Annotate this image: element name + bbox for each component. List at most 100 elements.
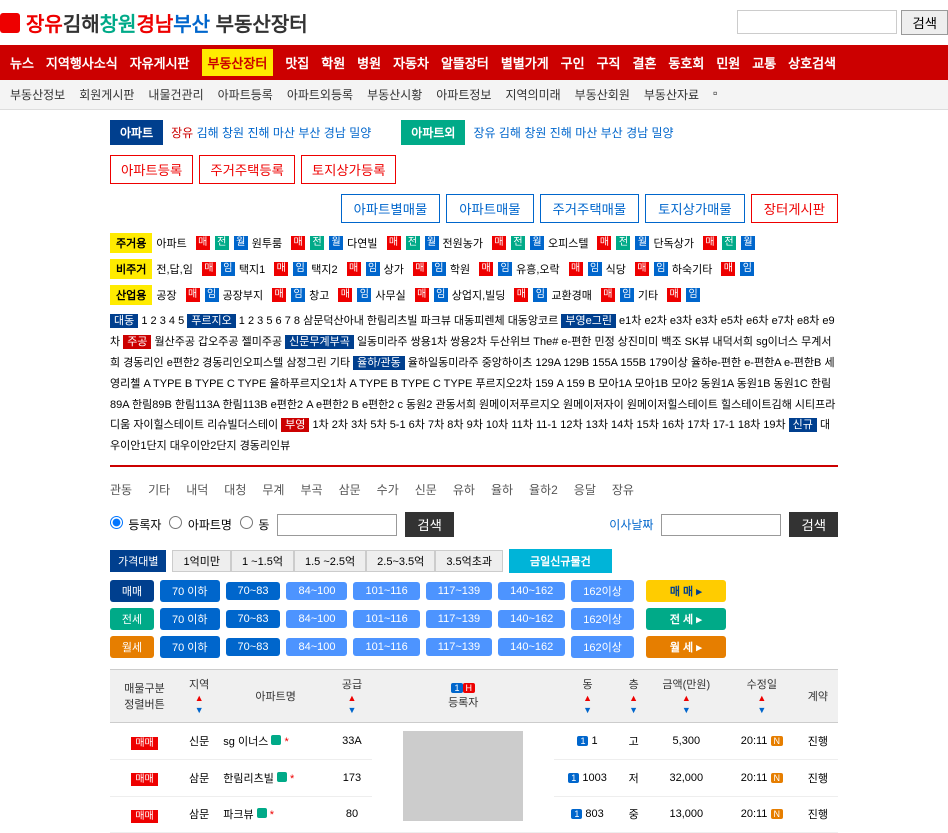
local-tab[interactable]: 대청 xyxy=(224,481,246,498)
size-end-button[interactable]: 월 세 ▸ xyxy=(646,636,726,658)
sort-up-icon[interactable]: ▲ xyxy=(583,693,592,703)
apt-link[interactable]: 쌍용1차 xyxy=(411,336,447,348)
apt-link[interactable]: 6차 xyxy=(409,419,425,431)
local-tab[interactable]: 응달 xyxy=(574,481,596,498)
nav-item[interactable]: 상호검색 xyxy=(788,53,836,72)
apt-link[interactable]: 2차 xyxy=(332,419,348,431)
size-button[interactable]: 84~100 xyxy=(286,582,347,600)
category-item[interactable]: 유흥,오락 xyxy=(516,261,560,277)
apt-link[interactable]: 4 xyxy=(169,315,175,327)
apt-link[interactable]: 두산위브 xyxy=(490,336,530,348)
apt-tag[interactable]: 부영 xyxy=(281,418,309,432)
sort-down-icon[interactable]: ▼ xyxy=(757,705,766,715)
radio-apt[interactable]: 아파트명 xyxy=(169,516,232,533)
local-tab[interactable]: 신문 xyxy=(415,481,437,498)
subnav-item[interactable]: 부동산정보 xyxy=(10,86,65,103)
subnav-item[interactable]: 부동산자료 xyxy=(644,86,699,103)
apt-link[interactable]: 모아1B xyxy=(634,378,668,390)
apt-link[interactable]: 관동서희 xyxy=(435,399,475,411)
apt-link[interactable]: sg이너스 xyxy=(756,336,798,348)
tab-link[interactable]: 부산 xyxy=(601,126,623,140)
sort-down-icon[interactable]: ▼ xyxy=(629,705,638,715)
nav-item[interactable]: 교통 xyxy=(752,53,776,72)
date-search-button[interactable]: 검색 xyxy=(789,512,838,537)
nav-item[interactable]: 알뜰장터 xyxy=(441,53,489,72)
apt-link[interactable]: 3차 xyxy=(351,419,367,431)
action-button[interactable]: 아파트매물 xyxy=(446,194,533,223)
apt-link[interactable]: 일동미라주 xyxy=(357,336,408,348)
reg-button[interactable]: 주거주택등록 xyxy=(199,155,295,184)
apt-link[interactable]: 삼정그린 xyxy=(286,357,326,369)
apt-link[interactable]: 한림리츠빌 xyxy=(367,315,418,327)
subnav-item[interactable]: 아파트외등록 xyxy=(287,86,353,103)
size-button[interactable]: 117~139 xyxy=(426,638,492,656)
apt-link[interactable]: 7차 xyxy=(428,419,444,431)
action-button[interactable]: 주거주택매물 xyxy=(540,194,640,223)
reg-button[interactable]: 토지상가등록 xyxy=(301,155,397,184)
apt-link[interactable]: 월산주공 xyxy=(155,336,195,348)
size-button[interactable]: 140~162 xyxy=(498,638,565,656)
tab-apt-label[interactable]: 아파트 xyxy=(110,120,163,145)
apt-link[interactable]: 힐스테이트김해 xyxy=(721,399,792,411)
apt-link[interactable]: 5 xyxy=(178,315,184,327)
local-tab[interactable]: 율하 xyxy=(491,481,513,498)
apt-link[interactable]: 16차 xyxy=(662,419,684,431)
apt-link[interactable]: e편한2 A xyxy=(271,399,313,411)
apt-link[interactable]: 기타 xyxy=(330,357,350,369)
apt-link[interactable]: 경동리인뷰 xyxy=(240,440,291,452)
apt-link[interactable]: e-편한 xyxy=(561,336,591,348)
apt-link[interactable]: 11-1 xyxy=(536,419,557,431)
category-item[interactable]: 아파트 xyxy=(156,235,186,251)
apt-link[interactable]: 대우이안2단지 xyxy=(170,440,237,452)
apt-link[interactable]: 159 B xyxy=(566,378,595,390)
tab-link[interactable]: 경남 xyxy=(324,126,346,140)
size-button[interactable]: 117~139 xyxy=(426,582,492,600)
apt-link[interactable]: 12차 xyxy=(560,419,582,431)
apt-tag[interactable]: 부영e그린 xyxy=(561,314,616,328)
apt-link[interactable]: 2 xyxy=(248,315,254,327)
sort-up-icon[interactable]: ▲ xyxy=(629,693,638,703)
local-tab[interactable]: 무계 xyxy=(262,481,284,498)
price-button[interactable]: 1 ~1.5억 xyxy=(231,550,294,572)
category-item[interactable]: 사무실 xyxy=(375,287,405,303)
local-tab[interactable]: 내덕 xyxy=(186,481,208,498)
apt-link[interactable]: 7 xyxy=(285,315,291,327)
apt-link[interactable]: 리슈빌더스테이 xyxy=(207,419,278,431)
apt-link[interactable]: 129A xyxy=(535,357,560,369)
subnav-item[interactable]: 아파트정보 xyxy=(436,86,491,103)
apt-link[interactable]: 동원1B xyxy=(737,378,771,390)
apt-link[interactable]: 5-1 xyxy=(390,419,406,431)
tab-link[interactable]: 밀양 xyxy=(652,126,674,140)
category-item[interactable]: 하숙기타 xyxy=(672,261,712,277)
search-button[interactable]: 검색 xyxy=(901,10,948,35)
local-tab[interactable]: 관동 xyxy=(110,481,132,498)
subnav-item[interactable]: 부동산회원 xyxy=(575,86,630,103)
local-tab[interactable]: 율하2 xyxy=(529,481,558,498)
apt-link[interactable]: 대동앙코르 xyxy=(508,315,559,327)
apt-link[interactable]: 155B xyxy=(620,357,646,369)
nav-item[interactable]: 민원 xyxy=(716,53,740,72)
subnav-item[interactable]: 회원게시판 xyxy=(79,86,134,103)
nav-item[interactable]: 지역행사소식 xyxy=(46,53,118,72)
apt-link[interactable]: e편한2 B xyxy=(316,399,359,411)
category-item[interactable]: 창고 xyxy=(309,287,329,303)
radio-reg[interactable]: 등록자 xyxy=(110,516,161,533)
nav-item[interactable]: 자동차 xyxy=(393,53,429,72)
category-item[interactable]: 단독상가 xyxy=(653,235,693,251)
nav-item[interactable]: 구인 xyxy=(561,53,585,72)
apt-link[interactable]: 17-1 xyxy=(713,419,735,431)
size-button[interactable]: 140~162 xyxy=(498,610,565,628)
local-tab[interactable]: 유하 xyxy=(453,481,475,498)
apt-link[interactable]: 동원1C xyxy=(774,378,808,390)
subnav-item[interactable]: 아파트등록 xyxy=(218,86,273,103)
apt-link[interactable]: 동원2 xyxy=(406,399,432,411)
apt-link[interactable]: 경동리인 xyxy=(123,357,163,369)
nav-item[interactable]: 동호회 xyxy=(668,53,704,72)
apt-link[interactable]: 9차 xyxy=(467,419,483,431)
apt-link[interactable]: 1 xyxy=(141,315,147,327)
tab-link[interactable]: 장유 xyxy=(171,126,193,140)
apt-link[interactable]: A TYPE xyxy=(143,378,181,390)
apt-link[interactable]: 율하일동미라주 xyxy=(408,357,479,369)
tab-link[interactable]: 진해 xyxy=(247,126,269,140)
apt-link[interactable]: 젤미주공 xyxy=(242,336,282,348)
